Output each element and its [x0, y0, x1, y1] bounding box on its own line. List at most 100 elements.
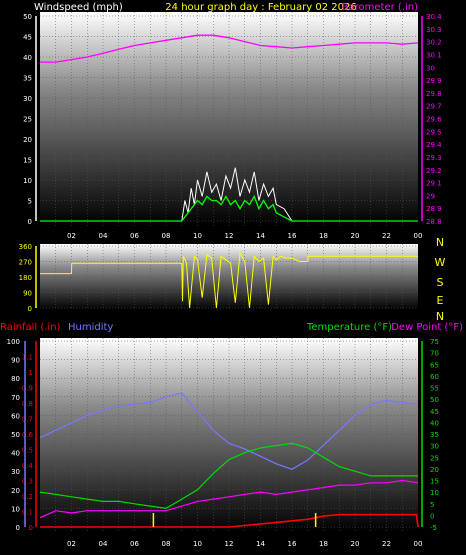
rainfall-tick-label: 0.8	[22, 400, 33, 408]
compass-label: S	[437, 276, 444, 289]
x-tick-label: 04	[99, 540, 108, 548]
windspeed-axis-title: Windspeed (mph)	[34, 2, 123, 13]
humidity-axis-title: Humidity	[68, 322, 113, 333]
temperature-tick-label: 0	[430, 512, 434, 520]
chart-title: 24 hour graph day : February 02 2026	[165, 2, 356, 13]
barometer-tick-label: 30.3	[426, 26, 442, 34]
barometer-tick-label: 29.1	[426, 180, 442, 188]
rainfall-tick-label: 0.1	[22, 509, 33, 517]
x-tick-label: 18	[319, 232, 328, 240]
barometer-line	[40, 34, 419, 63]
compass-label: W	[435, 256, 446, 269]
humidity-tick-label: 70	[11, 394, 20, 402]
direction-tick-label: 0	[28, 305, 32, 313]
x-tick-label: 14	[256, 232, 265, 240]
humidity-tick-label: 80	[11, 375, 20, 383]
x-tick-label: 18	[319, 540, 328, 548]
windspeed-tick-label: 50	[23, 13, 32, 21]
wind-gust-line	[40, 167, 418, 222]
direction-tick-label: 180	[19, 274, 32, 282]
temperature-tick-label: -5	[430, 524, 437, 532]
temperature-tick-label: 60	[430, 373, 439, 381]
temperature-tick-label: 35	[430, 431, 439, 439]
humidity-tick-label: 40	[11, 450, 20, 458]
x-tick-label: 14	[256, 540, 265, 548]
x-tick-label: 08	[162, 540, 171, 548]
x-tick-label: 10	[193, 232, 202, 240]
x-tick-label: 06	[130, 232, 139, 240]
wind-direction-line	[40, 251, 418, 309]
rainfall-tick-label: 1.1	[22, 354, 33, 362]
barometer-tick-label: 30.2	[426, 39, 442, 47]
humidity-tick-label: 50	[11, 431, 20, 439]
temperature-tick-label: 75	[430, 338, 439, 346]
rainfall-tick-label: 0.2	[22, 493, 33, 501]
humidity-tick-label: 0	[16, 524, 20, 532]
x-tick-label: 02	[67, 232, 76, 240]
temperature-tick-label: 15	[430, 478, 439, 486]
x-tick-label: 20	[351, 232, 360, 240]
windspeed-tick-label: 0	[28, 218, 32, 226]
windspeed-tick-label: 20	[23, 136, 32, 144]
barometer-tick-label: 30.1	[426, 51, 442, 59]
barometer-tick-label: 29.4	[426, 141, 442, 149]
temperature-tick-label: 20	[430, 466, 439, 474]
barometer-tick-label: 29	[426, 192, 435, 200]
temperature-tick-label: 65	[430, 361, 439, 369]
x-tick-label: 02	[67, 540, 76, 548]
x-tick-label: 10	[193, 540, 202, 548]
temperature-line	[39, 442, 418, 510]
barometer-tick-label: 29.2	[426, 167, 442, 175]
humidity-line	[39, 392, 419, 470]
temperature-tick-label: 50	[430, 396, 439, 404]
x-tick-label: 00	[414, 540, 423, 548]
windspeed-tick-label: 5	[28, 198, 32, 206]
humidity-tick-label: 20	[11, 487, 20, 495]
windspeed-tick-label: 45	[23, 34, 32, 42]
x-tick-label: 20	[351, 540, 360, 548]
windspeed-tick-label: 15	[23, 157, 32, 165]
barometer-tick-label: 29.9	[426, 77, 442, 85]
barometer-tick-label: 28.9	[426, 205, 442, 213]
barometer-tick-label: 29.8	[426, 90, 442, 98]
barometer-tick-label: 28.8	[426, 218, 442, 226]
temperature-tick-label: 30	[430, 443, 439, 451]
x-tick-label: 08	[162, 232, 171, 240]
temperature-tick-label: 10	[430, 489, 439, 497]
barometer-tick-label: 30.4	[426, 13, 442, 21]
direction-tick-label: 270	[19, 259, 32, 267]
rainfall-axis-title: Rainfall (.in)	[0, 322, 61, 333]
dewpoint-axis-title: Dew Point (°F)	[391, 322, 463, 333]
direction-tick-label: 360	[19, 243, 32, 251]
humidity-tick-label: 100	[7, 338, 20, 346]
windspeed-tick-label: 30	[23, 95, 32, 103]
temperature-tick-label: 55	[430, 385, 439, 393]
rainfall-tick-label: 0.3	[22, 478, 33, 486]
temperature-tick-label: 5	[430, 501, 434, 509]
wind-panel-background	[40, 12, 418, 226]
rainfall-tick-label: 0.7	[22, 416, 33, 424]
x-tick-label: 12	[225, 540, 234, 548]
barometer-tick-label: 29.7	[426, 103, 442, 111]
wind-average-line	[40, 194, 418, 222]
humidity-tick-label: 60	[11, 412, 20, 420]
temperature-tick-label: 25	[430, 454, 439, 462]
barometer-tick-label: 29.6	[426, 116, 442, 124]
rainfall-line	[40, 513, 419, 528]
x-tick-label: 04	[99, 232, 108, 240]
x-tick-label: 16	[288, 232, 297, 240]
rainfall-tick-label: 0.5	[22, 447, 33, 455]
x-tick-label: 22	[382, 540, 391, 548]
humidity-tick-label: 10	[11, 505, 20, 513]
x-tick-label: 16	[288, 540, 297, 548]
barometer-axis-title: Barometer (.in)	[342, 2, 418, 13]
rainfall-tick-label: 1	[29, 369, 33, 377]
barometer-tick-label: 30	[426, 64, 435, 72]
windspeed-tick-label: 10	[23, 177, 32, 185]
rainfall-tick-label: 0.9	[22, 385, 33, 393]
compass-label: E	[437, 294, 444, 307]
windspeed-tick-label: 25	[23, 116, 32, 124]
x-tick-label: 22	[382, 232, 391, 240]
barometer-tick-label: 29.3	[426, 154, 442, 162]
